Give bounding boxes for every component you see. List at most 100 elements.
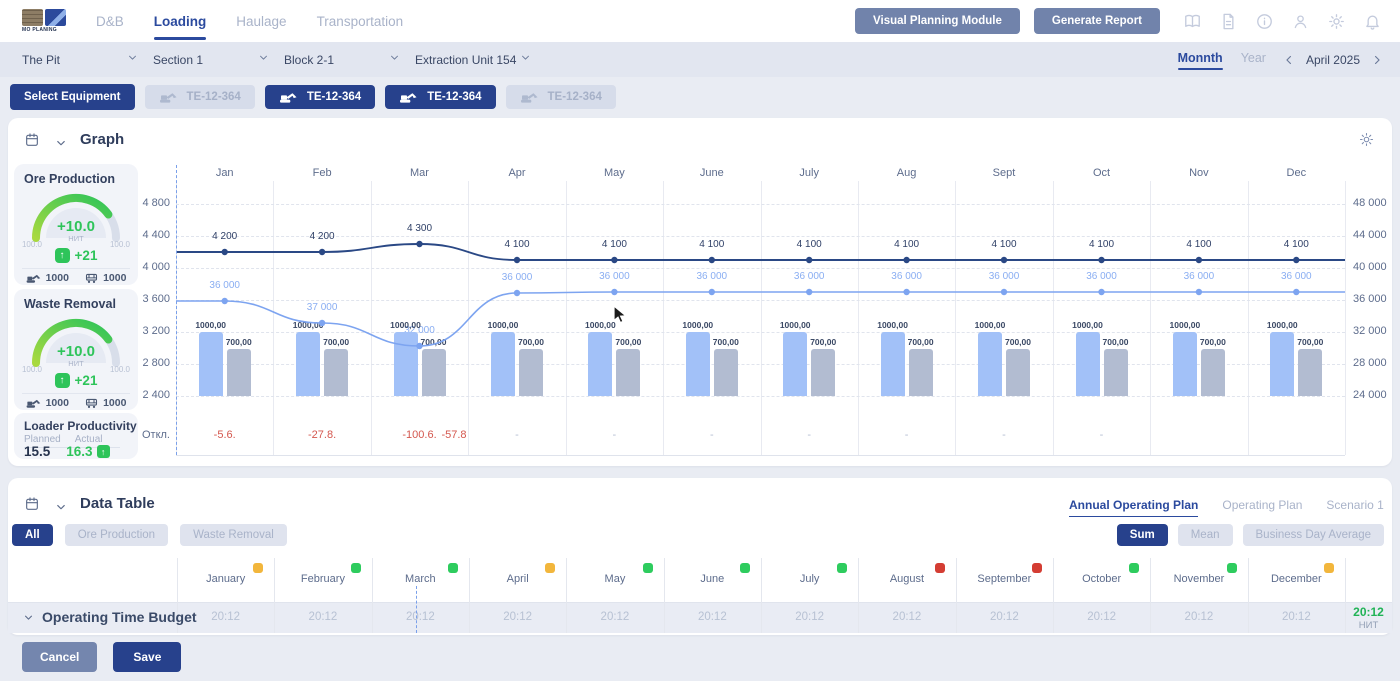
aggregation-business-day-average[interactable]: Business Day Average — [1242, 524, 1384, 546]
waste-line-value-label: 36 000 — [1183, 271, 1215, 282]
actual-bar-value-label: 700,00 — [420, 337, 447, 347]
filter-chip-all[interactable]: All — [12, 524, 53, 546]
excavator-icon — [279, 91, 299, 103]
gauge-dial: +10.0 НИТ 100.0 100.0 — [20, 186, 132, 253]
settings-icon[interactable] — [1326, 11, 1346, 31]
visual-planning-module-button[interactable]: Visual Planning Module — [855, 8, 1020, 34]
plan-bar-value-label: 1000,00 — [292, 320, 324, 330]
plan-bar-value-label: 1000,00 — [1169, 320, 1201, 330]
equipment-chip-2[interactable]: TE-12-364 — [264, 85, 376, 109]
plan-bar — [685, 332, 710, 396]
waste-line-value-label: 36 000 — [1281, 271, 1312, 282]
chart-column-separator — [663, 181, 665, 455]
waste-line-value-label: 36 000 — [988, 271, 1020, 282]
waste-line-value-label: 36 000 — [501, 272, 533, 283]
chart-month-label: Mar — [410, 167, 429, 179]
expand-row-chevron-icon[interactable] — [22, 611, 35, 629]
calendar-icon[interactable] — [24, 132, 40, 153]
month-status-dot-yellow — [1324, 563, 1334, 573]
ore-line-value-label: 4 100 — [1088, 239, 1115, 250]
user-icon[interactable] — [1290, 11, 1310, 31]
bell-icon[interactable] — [1362, 11, 1382, 31]
table-filter-chips: All Ore Production Waste Removal — [12, 524, 287, 546]
table-month-header: December — [1270, 573, 1322, 585]
table-column-separator — [469, 558, 470, 633]
plan-tab-annual-operating-plan[interactable]: Annual Operating Plan — [1069, 498, 1199, 517]
plan-bar — [198, 332, 223, 396]
top-navigation-bar: MO PLANING D&B Loading Haulage Transportati… — [0, 0, 1400, 42]
gauge-card-ore-production: Ore Production +10.0 НИТ 100.0 100.0 ↑ +21… — [14, 164, 138, 285]
month-status-dot-green — [1129, 563, 1140, 573]
deviation-value: - — [709, 429, 714, 441]
filter-dropdown-2[interactable]: Section 1 — [153, 51, 270, 69]
gauge-divider — [22, 268, 130, 269]
filter-dropdown-1[interactable]: The Pit — [22, 51, 139, 69]
waste-line-value-label: 36 000 — [891, 271, 922, 282]
select-equipment-button[interactable]: Select Equipment — [10, 84, 135, 110]
filter-dropdown-3[interactable]: Block 2-1 — [284, 51, 401, 69]
prev-period-button[interactable] — [1282, 53, 1296, 67]
period-tab-monnth[interactable]: Monnth — [1177, 51, 1223, 70]
ore-line-value-label: 4 200 — [212, 231, 238, 242]
actual-bar-value-label: 700,00 — [323, 337, 350, 347]
truck-icon — [84, 398, 99, 409]
right-axis-tick: 48 000 — [1353, 197, 1387, 209]
left-axis-tick: 3 200 — [142, 325, 170, 337]
nav-tab-db[interactable]: D&B — [96, 13, 124, 29]
ore-line-value-label: 4 100 — [1283, 239, 1309, 250]
nav-tab-haulage[interactable]: Haulage — [236, 13, 287, 29]
truck-icon — [84, 273, 99, 284]
chart-lines — [176, 240, 1345, 350]
table-cell: 20:12 — [405, 611, 435, 623]
month-status-dot-green — [1226, 563, 1237, 573]
plan-bar — [880, 332, 905, 396]
month-status-dot-red — [934, 563, 945, 573]
info-icon[interactable] — [1254, 11, 1274, 31]
plan-tab-operating-plan[interactable]: Operating Plan — [1222, 498, 1303, 512]
save-button[interactable]: Save — [113, 642, 182, 672]
equipment-chip-1[interactable]: TE-12-364 — [144, 85, 255, 109]
filter-dropdown-4[interactable]: Extraction Unit 154 — [415, 51, 532, 69]
table-section-title: Data Table — [80, 495, 155, 512]
actual-bar-value-label: 700,00 — [615, 337, 642, 347]
table-month-header: April — [506, 573, 529, 585]
document-icon[interactable] — [1218, 11, 1238, 31]
cancel-button[interactable]: Cancel — [22, 642, 98, 672]
deviation-value: - — [612, 429, 617, 441]
aggregation-sum[interactable]: Sum — [1116, 524, 1168, 546]
graph-settings-gear-icon[interactable] — [1358, 131, 1375, 153]
generate-report-button[interactable]: Generate Report — [1033, 8, 1160, 34]
nav-tab-loading[interactable]: Loading — [153, 0, 206, 42]
calendar-icon[interactable] — [24, 496, 40, 517]
table-column-separator — [858, 558, 860, 633]
actual-bar — [616, 349, 641, 396]
book-icon[interactable] — [1182, 11, 1202, 31]
filter-chip-waste-removal[interactable]: Waste Removal — [180, 524, 287, 546]
table-column-separator — [1150, 558, 1152, 633]
plan-bar — [783, 332, 808, 396]
arrow-up-icon: ↑ — [54, 373, 70, 388]
nav-tab-transportation[interactable]: Transportation — [316, 13, 404, 29]
chart-month-label: Aug — [896, 167, 917, 179]
chart-month-label: Jan — [215, 167, 234, 179]
next-period-button[interactable] — [1370, 53, 1384, 67]
plan-tab-scenario-1[interactable]: Scenario 1 — [1326, 498, 1384, 512]
filter-chip-ore-production[interactable]: Ore Production — [64, 524, 169, 546]
equipment-chip-4[interactable]: TE-12-364 — [505, 85, 616, 109]
month-status-dot-green — [448, 563, 458, 573]
excavator-count-value: 1000 — [45, 272, 69, 284]
actual-label: Actual — [74, 434, 103, 445]
collapse-graph-chevron-icon[interactable] — [54, 136, 68, 155]
gauge-title: Ore Production — [24, 172, 115, 186]
equipment-chip-3[interactable]: TE-12-364 — [385, 85, 496, 109]
aggregation-mean[interactable]: Mean — [1177, 524, 1233, 546]
collapse-table-chevron-icon[interactable] — [54, 500, 68, 519]
table-column-separator — [663, 558, 665, 633]
chart-month-label: June — [699, 167, 724, 179]
gauge-equipment-counts: 1000 1000 — [18, 397, 134, 409]
period-tab-year[interactable]: Year — [1240, 51, 1266, 65]
gauge-dial: +10.0 НИТ 100.0 100.0 — [20, 311, 132, 378]
actual-bar-value-label: 700,00 — [1199, 337, 1226, 347]
gauge-delta-value: +21 — [74, 373, 98, 388]
actual-bar-value-label: 700,00 — [518, 337, 544, 347]
